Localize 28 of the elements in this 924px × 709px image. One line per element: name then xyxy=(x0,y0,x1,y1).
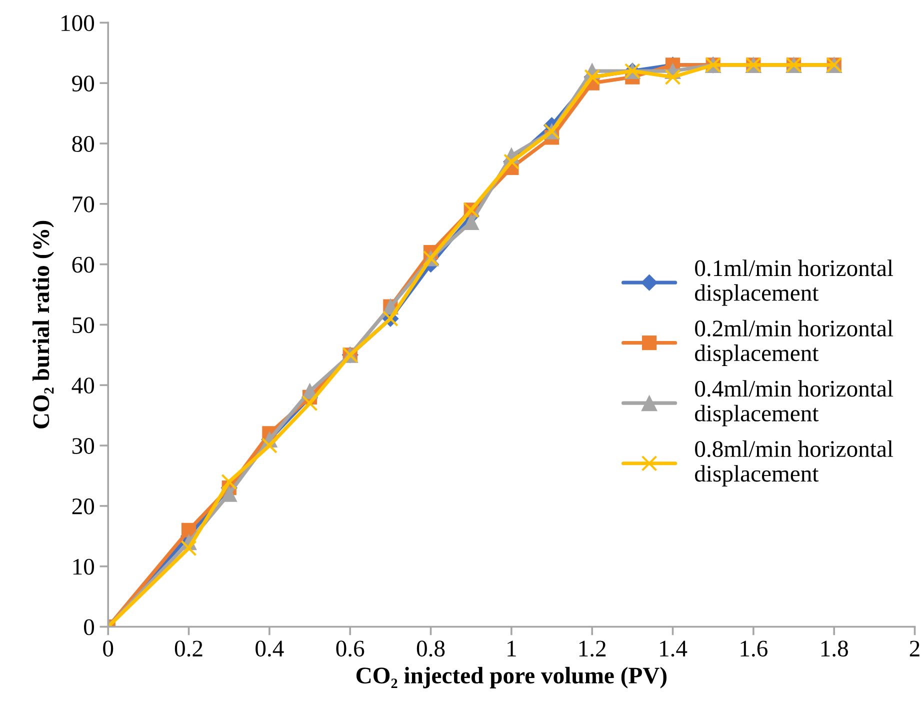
x-tick-label: 0 xyxy=(103,640,114,657)
y-tick-label: 40 xyxy=(72,378,94,394)
x-tick-label: 1.8 xyxy=(821,640,848,657)
x-tick-label: 0.2 xyxy=(174,640,202,657)
legend-label: 0.8ml/min horizontal displacement xyxy=(695,440,894,486)
legend-label: 0.2ml/min horizontal displacement xyxy=(695,320,894,366)
x-tick-label: 1.2 xyxy=(579,640,606,657)
y-tick-label: 0 xyxy=(84,619,94,636)
x-tick-label: 0.4 xyxy=(256,640,284,657)
legend-label: 0.4ml/min horizontal displacement xyxy=(695,380,894,426)
legend-label: 0.1ml/min horizontal displacement xyxy=(695,260,894,306)
y-tick-label: 100 xyxy=(62,15,94,32)
y-tick-label: 60 xyxy=(72,256,94,273)
x-tick-label: 0.8 xyxy=(416,640,445,657)
y-tick-label: 30 xyxy=(72,438,94,454)
x-tick-label: 0.6 xyxy=(336,640,364,657)
x-tick-label: 1.6 xyxy=(740,640,768,657)
x-tick-label: 1.4 xyxy=(660,640,688,657)
x-axis-title: CO₂ injected pore volume (PV) xyxy=(356,666,667,688)
y-tick-label: 50 xyxy=(72,317,94,334)
x-tick-label: 2 xyxy=(910,640,920,656)
y-tick-label: 80 xyxy=(72,136,94,152)
y-tick-label: 10 xyxy=(73,558,94,575)
y-axis-title: CO₂ burial ratio (%) xyxy=(32,220,54,428)
x-tick-label: 1 xyxy=(508,640,516,656)
y-tick-label: 90 xyxy=(72,76,94,92)
y-tick-label: 20 xyxy=(72,498,94,514)
y-tick-label: 70 xyxy=(72,196,94,212)
